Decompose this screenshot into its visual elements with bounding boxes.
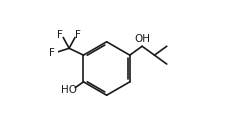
Text: F: F [57, 30, 63, 40]
Text: HO: HO [61, 85, 77, 95]
Text: F: F [48, 48, 54, 58]
Text: F: F [75, 30, 81, 40]
Text: OH: OH [134, 34, 150, 44]
